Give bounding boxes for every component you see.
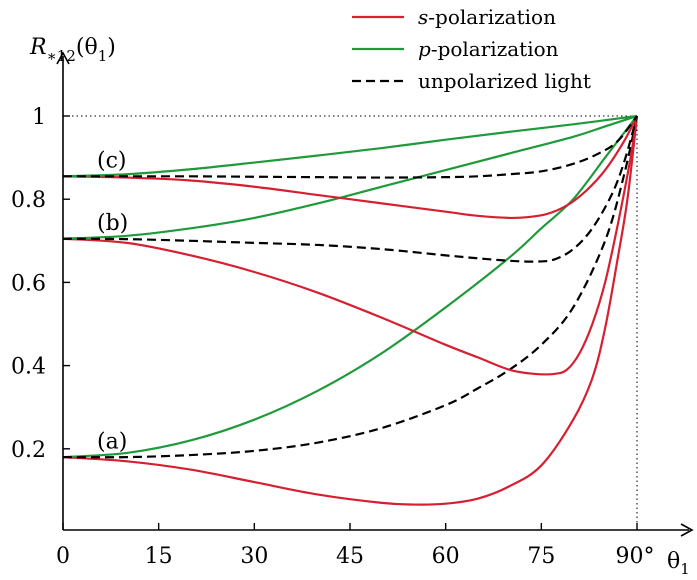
ticks: 0 15 30 45 60 75 90° 0.2 0.4 0.6 0.8 1 [11, 105, 655, 569]
y-tick-label: 0.2 [11, 438, 46, 463]
x-tick-label: 45 [336, 544, 364, 569]
reference-lines [63, 115, 638, 530]
series-b-u [62, 115, 639, 263]
series-b-s [62, 115, 639, 376]
series-c-u [63, 115, 638, 179]
annotations: (a) (b) (c) [97, 149, 128, 455]
series-c-s [62, 115, 638, 220]
y-tick-label: 0.4 [11, 355, 46, 380]
y-tick-label: 0.6 [11, 271, 46, 296]
series-c-p [62, 114, 638, 178]
legend-label-u: unpolarized light [418, 69, 591, 93]
annotation-label: (a) [97, 429, 127, 454]
x-tick-label: 15 [145, 544, 173, 569]
legend-label-p: p-polarization [418, 37, 559, 61]
x-tick-label: 60 [432, 544, 460, 569]
x-tick-label: 30 [240, 544, 268, 569]
y-axis-arrow [56, 51, 70, 65]
annotation-label: (c) [97, 149, 127, 174]
annotation-label: (b) [97, 211, 128, 236]
y-axis-title: R∗12(θ1) [29, 35, 116, 65]
curves [62, 114, 639, 506]
series-a-s [62, 115, 639, 506]
x-axis-arrow [680, 523, 694, 537]
x-tick-label: 90° [616, 544, 655, 569]
series-a-u [62, 115, 639, 459]
axes [56, 51, 694, 537]
legend: s-polarization p-polarization unpolarized … [352, 5, 591, 93]
series-a-p [62, 115, 638, 459]
y-tick-label: 1 [32, 105, 46, 130]
y-tick-label: 0.8 [11, 188, 46, 213]
legend-label-s: s-polarization [418, 5, 556, 29]
series-b-p [62, 114, 638, 240]
x-tick-label: 75 [527, 544, 555, 569]
x-tick-label: 0 [56, 544, 70, 569]
x-axis-title: θ1 [667, 549, 690, 578]
